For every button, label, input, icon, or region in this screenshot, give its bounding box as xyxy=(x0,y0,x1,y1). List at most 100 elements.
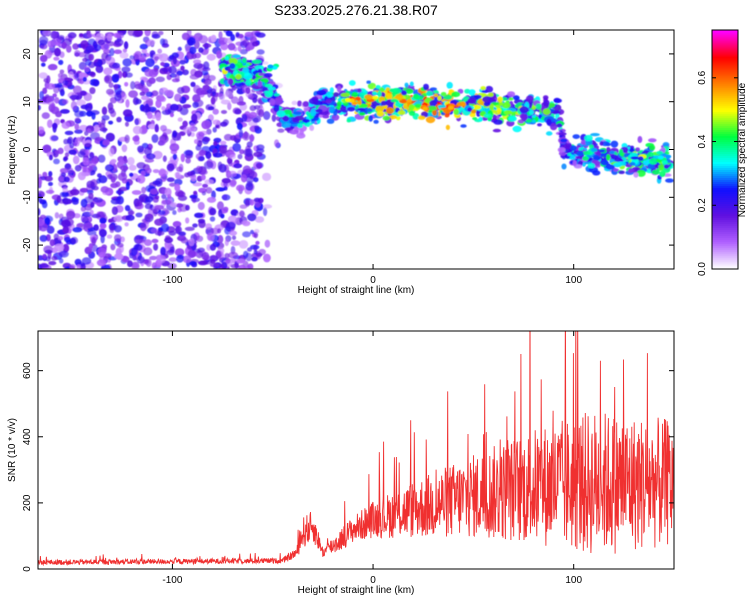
heatmap-cell xyxy=(649,144,656,151)
heatmap-cell xyxy=(174,178,183,186)
heatmap-cell xyxy=(168,65,177,74)
heatmap-cell xyxy=(357,107,367,112)
colorbar-swatch xyxy=(712,249,738,252)
heatmap-cell xyxy=(62,186,68,193)
heatmap-cell xyxy=(202,84,210,91)
heatmap-cell xyxy=(247,213,257,222)
heatmap-cell xyxy=(54,47,61,57)
heatmap-cell xyxy=(38,208,41,216)
heatmap-cell xyxy=(251,59,262,64)
heatmap-peak xyxy=(267,64,274,69)
heatmap-cell xyxy=(57,73,63,78)
heatmap-cell xyxy=(508,115,517,122)
colorbar-swatch xyxy=(712,123,738,127)
heatmap-cell xyxy=(108,147,115,157)
heatmap-cell xyxy=(82,57,88,62)
heatmap-cell xyxy=(251,257,258,262)
heatmap-cell xyxy=(133,30,143,37)
heatmap-cell xyxy=(245,79,252,86)
heatmap-cell xyxy=(206,53,216,61)
heatmap-cell xyxy=(293,111,303,115)
colorbar-swatch xyxy=(712,139,738,143)
heatmap-cell xyxy=(262,204,273,209)
heatmap-cell xyxy=(139,43,148,50)
heatmap-cell xyxy=(255,252,263,257)
heatmap-cell xyxy=(274,139,280,147)
heatmap-cell xyxy=(333,92,340,98)
heatmap-cell xyxy=(103,67,113,76)
heatmap-cell xyxy=(189,46,197,55)
heatmap-cell xyxy=(140,170,146,176)
snr-series xyxy=(38,331,674,567)
heatmap-cell xyxy=(63,157,68,162)
heatmap-cell xyxy=(58,59,64,65)
heatmap-cell xyxy=(525,95,534,103)
heatmap-cell xyxy=(64,236,71,243)
colorbar-swatch xyxy=(712,179,738,182)
heatmap-cell xyxy=(134,118,139,126)
heatmap-cell xyxy=(164,237,174,244)
colorbar-tick-label: 0.2 xyxy=(697,198,708,212)
colorbar-tick-label: 0.0 xyxy=(697,262,708,276)
heatmap-cell xyxy=(86,128,91,134)
heatmap-cell xyxy=(79,33,84,38)
colorbar-swatch xyxy=(712,185,738,188)
heatmap-cell xyxy=(135,98,142,105)
colorbar-swatch xyxy=(712,195,738,198)
heatmap-cell xyxy=(116,116,122,123)
heatmap-cell xyxy=(107,174,113,180)
heatmap-cell xyxy=(42,87,48,95)
colorbar-swatch xyxy=(712,97,738,101)
heatmap-cell xyxy=(223,206,229,212)
heatmap-cell xyxy=(216,250,222,259)
heatmap-cell xyxy=(108,120,114,125)
heatmap-cell xyxy=(174,171,182,178)
heatmap-cell xyxy=(72,85,82,95)
colorbar-swatch xyxy=(712,83,738,87)
heatmap-cell xyxy=(368,115,374,122)
heatmap-cell xyxy=(531,119,536,124)
heatmap-cell xyxy=(492,128,501,133)
heatmap-cell xyxy=(235,73,242,80)
heatmap-cell xyxy=(217,228,222,234)
heatmap-cell xyxy=(167,194,172,200)
y-tick-label: 10 xyxy=(22,96,33,108)
heatmap-cell xyxy=(54,150,60,155)
heatmap-cell xyxy=(50,135,59,141)
heatmap-cell xyxy=(468,89,476,96)
heatmap-cell xyxy=(330,96,336,103)
heatmap-cell xyxy=(205,151,212,160)
heatmap-cell xyxy=(376,110,384,117)
heatmap-cell xyxy=(258,109,264,118)
heatmap-cell xyxy=(236,258,246,264)
colorbar-swatch xyxy=(712,175,738,178)
heatmap-cell xyxy=(253,117,259,123)
heatmap-cell xyxy=(169,182,176,187)
heatmap-cell xyxy=(45,189,55,194)
colorbar-swatch xyxy=(712,127,738,131)
heatmap-cell xyxy=(201,120,211,130)
heatmap-cell xyxy=(412,93,420,100)
heatmap-cell xyxy=(121,144,128,153)
heatmap-cell xyxy=(220,121,228,127)
heatmap-cell xyxy=(195,144,202,151)
heatmap-cell xyxy=(578,147,584,151)
colorbar-swatch xyxy=(712,263,738,266)
heatmap-cell xyxy=(253,151,263,158)
heatmap-cell xyxy=(111,206,118,215)
heatmap-cell xyxy=(662,142,670,148)
heatmap-cell xyxy=(117,172,128,181)
heatmap-cell xyxy=(242,39,250,47)
heatmap-cell xyxy=(423,83,429,91)
heatmap-cell xyxy=(263,253,271,263)
heatmap-cell xyxy=(385,107,395,114)
heatmap-cell xyxy=(172,210,177,215)
heatmap-cell xyxy=(72,199,79,205)
heatmap-cell xyxy=(74,50,81,57)
colorbar-swatch xyxy=(712,147,738,151)
heatmap-cell xyxy=(336,85,342,93)
colorbar-swatch xyxy=(712,131,738,135)
heatmap-cell xyxy=(648,138,657,143)
heatmap-cell xyxy=(230,240,241,246)
